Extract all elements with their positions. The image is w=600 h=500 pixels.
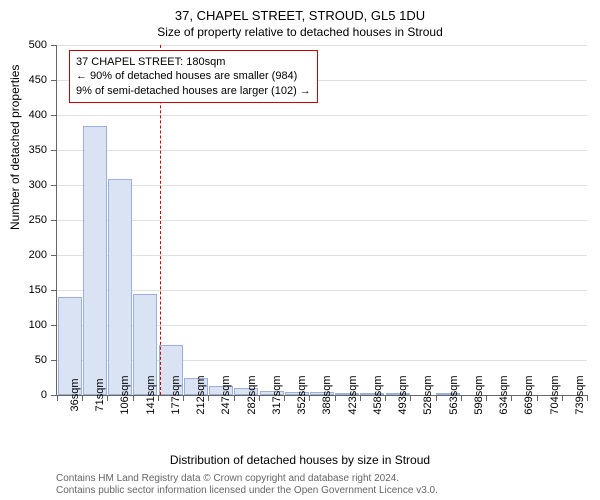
x-tick: [183, 395, 184, 401]
x-tick: [309, 395, 310, 401]
x-tick-label: 493sqm: [389, 375, 409, 414]
histogram-bar: [108, 179, 132, 395]
x-tick-label: 563sqm: [440, 375, 460, 414]
gridline: [57, 115, 587, 116]
x-tick-label: 317sqm: [263, 375, 283, 414]
annotation-line: 9% of semi-detached houses are larger (1…: [76, 84, 311, 98]
y-tick-label: 250: [29, 214, 57, 226]
y-tick-label: 350: [29, 144, 57, 156]
x-tick: [486, 395, 487, 401]
x-tick: [360, 395, 361, 401]
footnote: Contains HM Land Registry data © Crown c…: [0, 473, 600, 497]
x-tick: [537, 395, 538, 401]
x-tick-label: 36sqm: [61, 378, 81, 411]
y-tick-label: 400: [29, 109, 57, 121]
x-tick-label: 247sqm: [212, 375, 232, 414]
x-tick: [259, 395, 260, 401]
x-axis-label: Distribution of detached houses by size …: [0, 453, 600, 467]
x-tick: [385, 395, 386, 401]
y-tick-label: 0: [41, 389, 57, 401]
gridline: [57, 220, 587, 221]
x-tick-label: 423sqm: [339, 375, 359, 414]
x-tick-label: 106sqm: [111, 375, 131, 414]
x-tick: [511, 395, 512, 401]
x-tick: [107, 395, 108, 401]
x-tick: [234, 395, 235, 401]
gridline: [57, 45, 587, 46]
gridline: [57, 150, 587, 151]
annotation-line: 37 CHAPEL STREET: 180sqm: [76, 55, 311, 69]
x-tick: [208, 395, 209, 401]
x-tick-label: 704sqm: [541, 375, 561, 414]
x-tick-label: 71sqm: [86, 378, 106, 411]
gridline: [57, 290, 587, 291]
x-tick: [158, 395, 159, 401]
y-tick-label: 200: [29, 249, 57, 261]
gridline: [57, 185, 587, 186]
footnote-line2: Contains public sector information licen…: [56, 485, 600, 497]
x-tick: [133, 395, 134, 401]
x-tick-label: 141sqm: [137, 375, 157, 414]
x-tick-label: 282sqm: [238, 375, 258, 414]
x-tick: [562, 395, 563, 401]
annotation-box: 37 CHAPEL STREET: 180sqm← 90% of detache…: [69, 50, 318, 103]
x-tick-label: 177sqm: [162, 375, 182, 414]
footnote-line1: Contains HM Land Registry data © Crown c…: [56, 473, 600, 485]
x-tick: [335, 395, 336, 401]
x-tick-label: 388sqm: [313, 375, 333, 414]
y-tick-label: 500: [29, 39, 57, 51]
x-tick-label: 634sqm: [490, 375, 510, 414]
x-tick: [57, 395, 58, 401]
x-tick-label: 458sqm: [364, 375, 384, 414]
x-tick-label: 669sqm: [515, 375, 535, 414]
x-tick-label: 352sqm: [288, 375, 308, 414]
y-tick-label: 300: [29, 179, 57, 191]
x-tick-label: 212sqm: [187, 375, 207, 414]
annotation-line: ← 90% of detached houses are smaller (98…: [76, 69, 311, 83]
chart-title-address: 37, CHAPEL STREET, STROUD, GL5 1DU: [0, 8, 600, 23]
x-tick: [587, 395, 588, 401]
x-tick: [284, 395, 285, 401]
x-tick-label: 528sqm: [414, 375, 434, 414]
y-tick-label: 100: [29, 319, 57, 331]
y-tick-label: 150: [29, 284, 57, 296]
y-tick-label: 50: [35, 354, 57, 366]
gridline: [57, 255, 587, 256]
x-tick-label: 739sqm: [566, 375, 586, 414]
x-tick: [461, 395, 462, 401]
chart-subtitle: Size of property relative to detached ho…: [0, 25, 600, 39]
y-tick-label: 450: [29, 74, 57, 86]
plot-area: 05010015020025030035040045050036sqm71sqm…: [56, 45, 587, 396]
x-tick: [410, 395, 411, 401]
y-axis-label: Number of detached properties: [8, 65, 22, 230]
chart-container: 37, CHAPEL STREET, STROUD, GL5 1DU Size …: [0, 0, 600, 500]
x-tick-label: 598sqm: [465, 375, 485, 414]
x-tick: [82, 395, 83, 401]
histogram-bar: [83, 126, 107, 396]
x-tick: [436, 395, 437, 401]
